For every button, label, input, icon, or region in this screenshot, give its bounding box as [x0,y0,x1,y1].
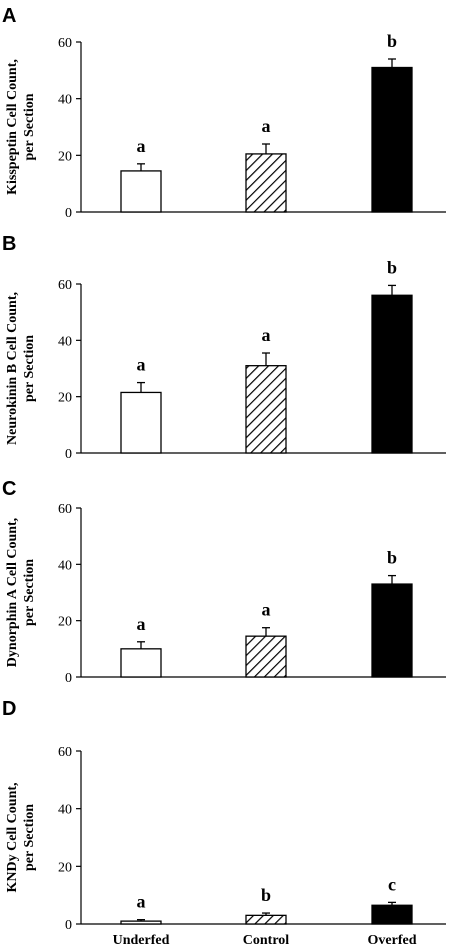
y-tick-label: 40 [58,803,72,818]
y-tick-label: 20 [58,860,72,875]
significance-label: c [388,874,396,894]
y-tick-label: 20 [58,149,72,164]
significance-label: b [387,257,397,277]
significance-label: a [262,116,271,136]
y-tick-label: 40 [58,93,72,108]
significance-label: a [262,600,271,620]
y-axis-label-line-1: Dynorphin A Cell Count, [5,518,20,667]
category-label: Control [243,933,290,945]
y-tick-label: 20 [58,391,72,406]
category-label: Underfed [113,933,170,945]
y-tick-label: 40 [58,558,72,573]
bar-underfed [120,391,162,454]
significance-label: b [387,548,397,568]
panel-a: A 0 20 40 60 Kisspeptin Cell Count, per Sectio… [2,5,446,221]
y-tick-label: 20 [58,615,72,630]
y-tick-label: 0 [65,447,72,462]
y-tick-label: 0 [65,918,72,933]
panel-letter: B [2,233,16,255]
significance-label: b [261,885,271,905]
y-axis-label: Neurokinin B Cell Count, per Section [5,292,37,445]
significance-label: a [262,325,271,345]
y-tick-label: 60 [58,36,72,51]
y-axis-label: Dynorphin A Cell Count, per Section [5,518,37,667]
significance-label: a [137,614,146,634]
y-tick-label: 60 [58,278,72,293]
bar-control [245,635,287,678]
significance-label: b [387,31,397,51]
panel-b: B 0 20 40 60 Neurokinin B Cell Count, per Sect… [2,233,446,462]
y-tick-label: 40 [58,334,72,349]
bar-control [245,914,287,925]
y-axis-label-line-1: Kisspeptin Cell Count, [5,59,20,195]
bar-underfed [120,170,162,213]
y-axis-label-line-1: KNDy Cell Count, [5,782,20,892]
y-axis-label-line-2: per Section [22,559,37,626]
y-axis-label-line-2: per Section [22,335,37,402]
y-axis-label-line-2: per Section [22,93,37,160]
y-tick-label: 60 [58,745,72,760]
bar-overfed [371,66,413,213]
panel-letter: A [2,5,16,27]
y-tick-label: 0 [65,206,72,221]
bar-overfed [371,583,413,678]
panel-d: D 0 20 40 60 KNDy Cell Count, per Section a Unde… [2,698,446,945]
significance-label: a [137,892,146,912]
bar-control [245,365,287,454]
significance-label: a [137,136,146,156]
bar-control [245,153,287,213]
bar-underfed [120,648,162,678]
y-axis-label-line-2: per Section [22,804,37,871]
y-axis-label-line-1: Neurokinin B Cell Count, [5,292,20,445]
panel-letter: D [2,698,16,720]
y-axis-label: KNDy Cell Count, per Section [5,782,37,892]
significance-label: a [137,355,146,375]
y-axis-label: Kisspeptin Cell Count, per Section [5,59,37,195]
y-tick-label: 60 [58,502,72,517]
panel-letter: C [2,478,16,500]
y-tick-label: 0 [65,671,72,686]
panel-c: C 0 20 40 60 Dynorphin A Cell Count, per Secti… [2,478,446,686]
bar-overfed [371,904,413,925]
bar-underfed [120,920,162,925]
category-label: Overfed [368,933,417,945]
bar-overfed [371,294,413,454]
